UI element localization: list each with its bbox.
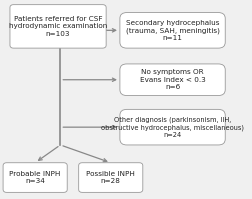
Text: Secondary hydrocephalus
(trauma, SAH, meningitis)
n=11: Secondary hydrocephalus (trauma, SAH, me… bbox=[125, 20, 219, 41]
Text: No symptoms OR
Evans Index < 0.3
n=6: No symptoms OR Evans Index < 0.3 n=6 bbox=[139, 69, 205, 90]
FancyBboxPatch shape bbox=[119, 64, 224, 96]
FancyBboxPatch shape bbox=[119, 109, 224, 145]
FancyBboxPatch shape bbox=[119, 13, 224, 48]
Text: Other diagnosis (parkinsonism, IIH,
obstructive hydrocephalus, miscellaneous)
n=: Other diagnosis (parkinsonism, IIH, obst… bbox=[101, 116, 243, 138]
FancyBboxPatch shape bbox=[10, 5, 106, 48]
FancyBboxPatch shape bbox=[3, 163, 67, 192]
FancyBboxPatch shape bbox=[78, 163, 142, 192]
Text: Possible INPH
n=28: Possible INPH n=28 bbox=[86, 171, 135, 184]
Text: Patients referred for CSF
hydrodynamic examination
n=103: Patients referred for CSF hydrodynamic e… bbox=[9, 16, 107, 37]
Text: Probable INPH
n=34: Probable INPH n=34 bbox=[9, 171, 60, 184]
